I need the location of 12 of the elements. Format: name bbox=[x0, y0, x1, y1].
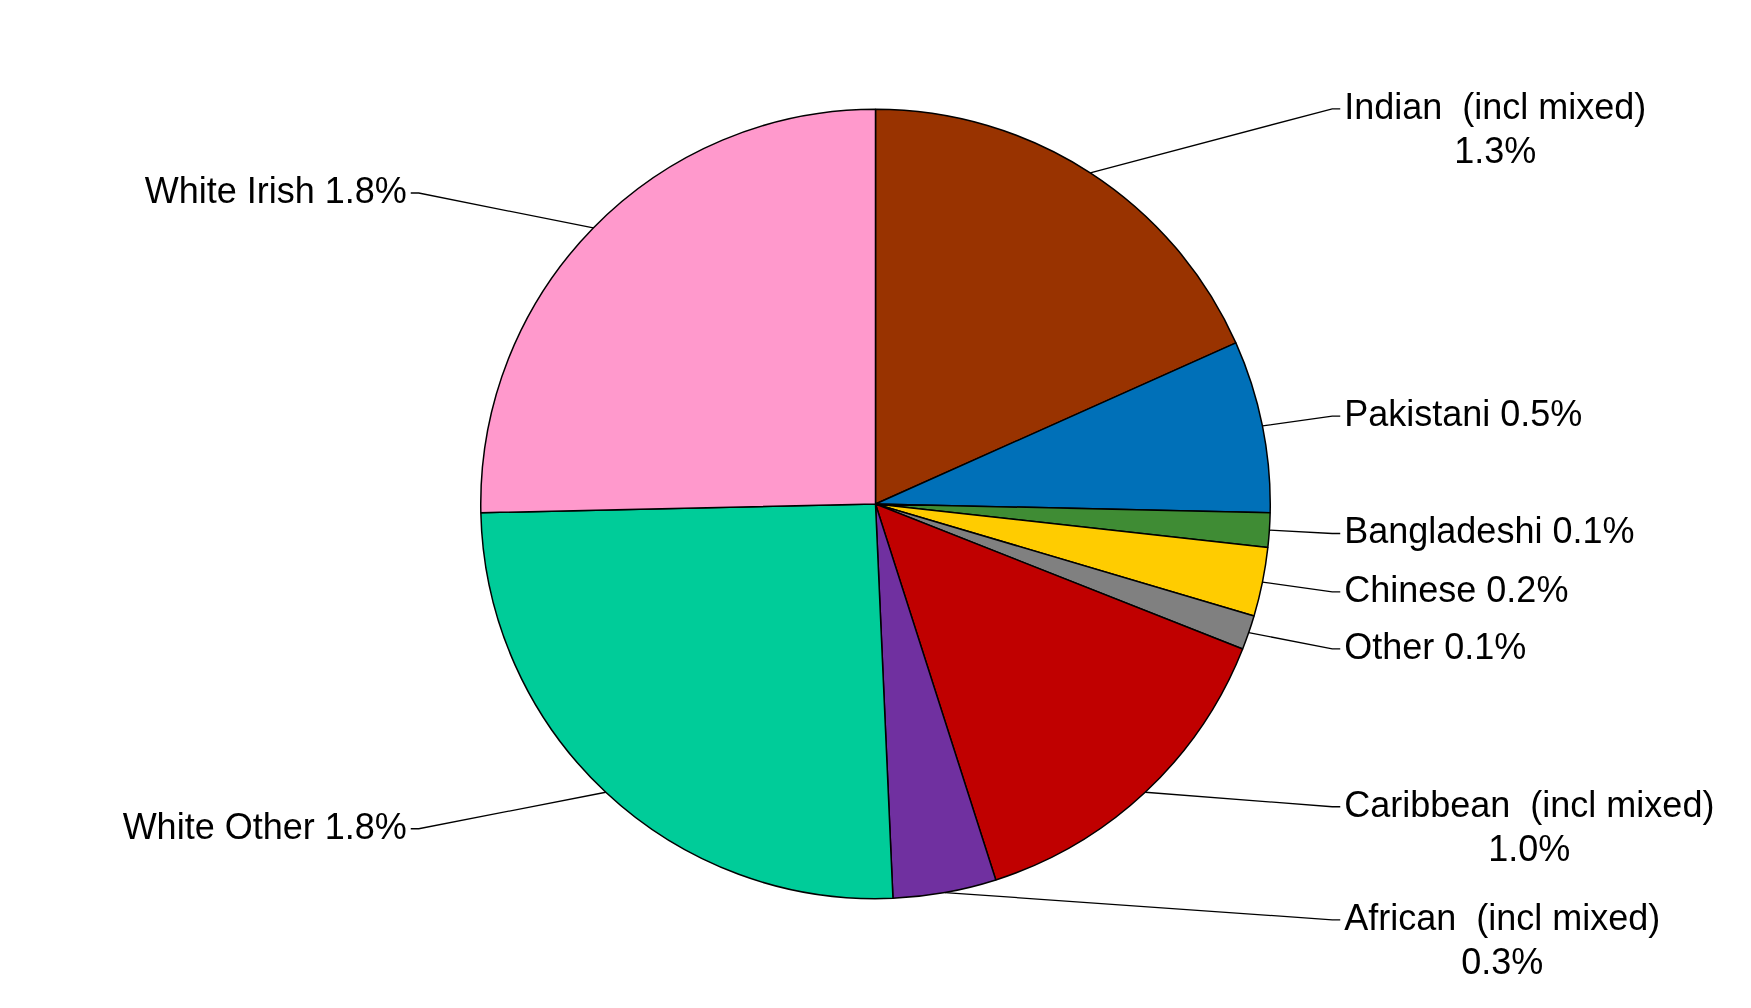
data-label: 0.3% bbox=[1461, 940, 1544, 982]
slice-label: Caribbean (incl mixed) bbox=[1344, 783, 1715, 825]
slice-label: Chinese 0.2% bbox=[1344, 568, 1569, 610]
slice-label: African (incl mixed) bbox=[1344, 896, 1661, 938]
slice-label: Pakistani 0.5% bbox=[1344, 392, 1583, 434]
slice-label: Bangladeshi 0.1% bbox=[1344, 510, 1635, 552]
slice-label: White Irish 1.8% bbox=[144, 169, 407, 211]
data-label: 1.0% bbox=[1488, 827, 1571, 869]
slice-label: Other 0.1% bbox=[1344, 625, 1527, 667]
slice-label: White Other 1.8% bbox=[122, 805, 407, 847]
slice-label: Indian (incl mixed) bbox=[1344, 85, 1647, 127]
data-label: 1.3% bbox=[1454, 129, 1537, 171]
